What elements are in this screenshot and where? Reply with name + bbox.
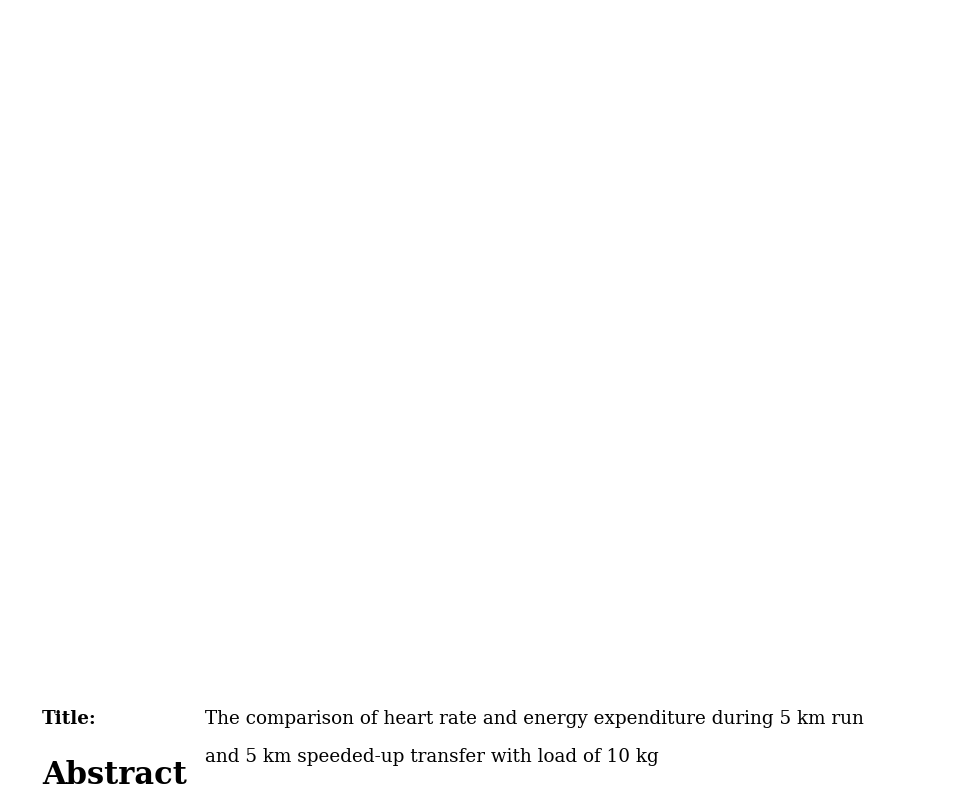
Text: Abstract: Abstract xyxy=(42,760,187,791)
Text: The comparison of heart rate and energy expenditure during 5 km run: The comparison of heart rate and energy … xyxy=(205,710,864,728)
Text: Title:: Title: xyxy=(42,710,97,728)
Text: and 5 km speeded-up transfer with load of 10 kg: and 5 km speeded-up transfer with load o… xyxy=(205,748,659,766)
